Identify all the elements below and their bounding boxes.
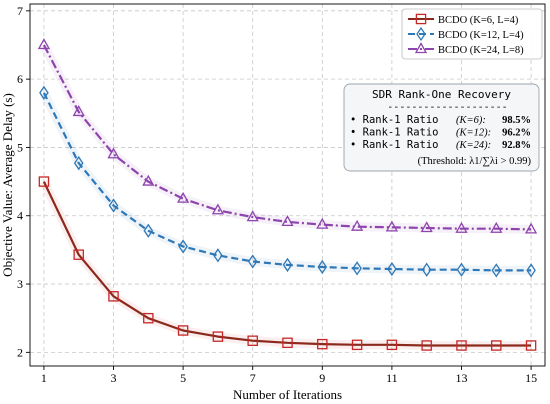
series-layer bbox=[37, 38, 538, 351]
data-point bbox=[143, 312, 154, 324]
info-line-label: • Rank-1 Ratio bbox=[350, 127, 439, 139]
data-point bbox=[387, 261, 397, 277]
y-tick-label: 5 bbox=[17, 140, 23, 154]
data-point bbox=[247, 254, 258, 269]
series-line bbox=[42, 181, 532, 347]
info-line-value: 92.8% bbox=[502, 140, 531, 151]
legend-label: BCDO (K=6, L=4) bbox=[438, 15, 519, 26]
x-tick-label: 7 bbox=[250, 371, 256, 385]
data-point bbox=[143, 223, 154, 238]
data-point bbox=[38, 176, 50, 187]
x-tick-label: 13 bbox=[455, 371, 467, 385]
x-tick-label: 1 bbox=[41, 371, 47, 385]
plot-frame bbox=[29, 3, 546, 367]
data-point bbox=[316, 217, 329, 229]
data-point bbox=[37, 38, 51, 50]
info-line-param: (K=12): bbox=[456, 128, 491, 139]
x-tick-label: 5 bbox=[180, 371, 186, 385]
data-point bbox=[108, 291, 119, 302]
info-line-label: • Rank-1 Ratio bbox=[350, 139, 439, 151]
series-1 bbox=[38, 176, 537, 351]
data-point bbox=[212, 331, 224, 342]
info-line-value: 98.5% bbox=[502, 115, 531, 126]
data-point bbox=[282, 337, 293, 349]
data-point bbox=[352, 261, 362, 276]
data-point bbox=[455, 221, 468, 233]
y-tick-label: 2 bbox=[17, 345, 23, 359]
x-tick-label: 9 bbox=[319, 371, 325, 385]
y-tick-label: 7 bbox=[17, 4, 23, 18]
legend-label: BCDO (K=24, L=8) bbox=[438, 45, 524, 56]
data-point bbox=[526, 263, 536, 278]
info-box-frame bbox=[343, 83, 540, 172]
data-point bbox=[211, 203, 225, 215]
info-line-value: 96.2% bbox=[502, 128, 531, 139]
legend-label: BCDO (K=12, L=4) bbox=[438, 30, 524, 41]
legend-marker bbox=[415, 13, 427, 25]
series-2 bbox=[39, 85, 536, 278]
info-box-separator: -------------------- bbox=[387, 102, 507, 113]
data-point bbox=[73, 249, 84, 260]
legend-marker bbox=[416, 26, 426, 42]
data-point bbox=[177, 191, 190, 203]
data-point bbox=[281, 215, 294, 227]
data-point bbox=[178, 239, 188, 254]
legend-marker bbox=[414, 42, 428, 54]
data-point bbox=[385, 220, 398, 232]
data-point bbox=[490, 221, 503, 233]
data-point bbox=[72, 105, 85, 117]
data-point bbox=[525, 340, 537, 351]
data-point bbox=[39, 85, 49, 100]
data-point bbox=[142, 174, 155, 186]
data-point bbox=[177, 325, 189, 336]
data-point bbox=[421, 340, 432, 351]
info-line-param: (K=6): bbox=[456, 115, 486, 126]
info-box-threshold: (Threshold: λ1/∑λi > 0.99) bbox=[418, 156, 532, 167]
info-line-param: (K=24): bbox=[456, 140, 491, 151]
data-point bbox=[282, 257, 293, 273]
series-3 bbox=[37, 38, 538, 234]
data-point bbox=[246, 210, 259, 222]
data-point bbox=[107, 147, 120, 159]
data-point bbox=[350, 219, 364, 231]
data-point bbox=[317, 338, 328, 350]
legend: BCDO (K=6, L=4) BCDO (K=12, L=4) BCDO (K=2… bbox=[401, 8, 543, 60]
x-tick-label: 15 bbox=[525, 371, 537, 385]
legend-box bbox=[401, 8, 543, 60]
data-point bbox=[420, 221, 433, 233]
y-tick-label: 4 bbox=[17, 209, 23, 223]
data-point bbox=[491, 263, 502, 278]
data-point bbox=[213, 248, 223, 263]
info-line-label: • Rank-1 Ratio bbox=[350, 114, 439, 126]
data-point bbox=[421, 262, 432, 277]
x-axis-label: Number of Iterations bbox=[233, 387, 342, 402]
rank-one-info-box: SDR Rank-One Recovery-------------------… bbox=[343, 83, 540, 172]
data-point bbox=[524, 222, 538, 234]
x-tick-label: 3 bbox=[111, 371, 117, 385]
y-tick-label: 3 bbox=[17, 277, 23, 291]
y-tick-label: 6 bbox=[17, 72, 23, 86]
grid-lines bbox=[30, 4, 545, 366]
data-point bbox=[456, 340, 467, 351]
series-line bbox=[42, 92, 532, 272]
data-point bbox=[108, 198, 119, 213]
data-point bbox=[247, 335, 258, 346]
series-line bbox=[42, 44, 532, 231]
y-axis-label: Objective Value: Average Delay (s) bbox=[0, 93, 15, 277]
data-point bbox=[317, 259, 328, 275]
data-point bbox=[386, 339, 398, 351]
x-tick-label: 11 bbox=[386, 371, 398, 385]
data-point bbox=[351, 339, 363, 351]
data-point bbox=[73, 155, 84, 171]
info-box-title: SDR Rank-One Recovery bbox=[372, 88, 511, 101]
data-point bbox=[491, 340, 502, 351]
data-point bbox=[456, 262, 467, 277]
